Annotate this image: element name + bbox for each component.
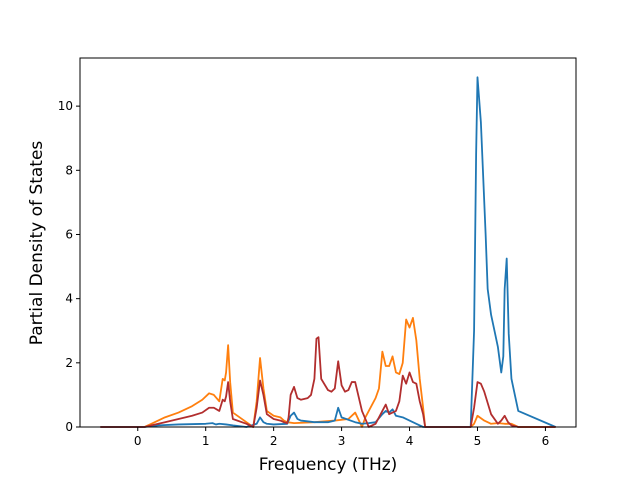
- y-tick-label: 8: [65, 163, 73, 177]
- y-tick-label: 6: [65, 227, 73, 241]
- x-tick-label: 2: [270, 434, 278, 448]
- x-tick-label: 6: [542, 434, 550, 448]
- x-tick-label: 5: [474, 434, 482, 448]
- y-tick-label: 10: [58, 99, 73, 113]
- y-tick-label: 0: [65, 420, 73, 434]
- plot-frame: [79, 57, 577, 428]
- y-axis-ticks: 0 2 4 6 8 10: [58, 99, 80, 434]
- x-tick-label: 1: [202, 434, 210, 448]
- x-tick-label: 4: [406, 434, 414, 448]
- y-tick-label: 2: [65, 356, 73, 370]
- x-tick-label: 3: [338, 434, 346, 448]
- y-tick-label: 4: [65, 292, 73, 306]
- y-axis-label: Partial Density of States: [27, 141, 47, 346]
- x-tick-label: 0: [134, 434, 142, 448]
- x-axis-label: Frequency (THz): [259, 455, 398, 475]
- x-axis-ticks: 0 1 2 3 4 5 6: [134, 427, 549, 448]
